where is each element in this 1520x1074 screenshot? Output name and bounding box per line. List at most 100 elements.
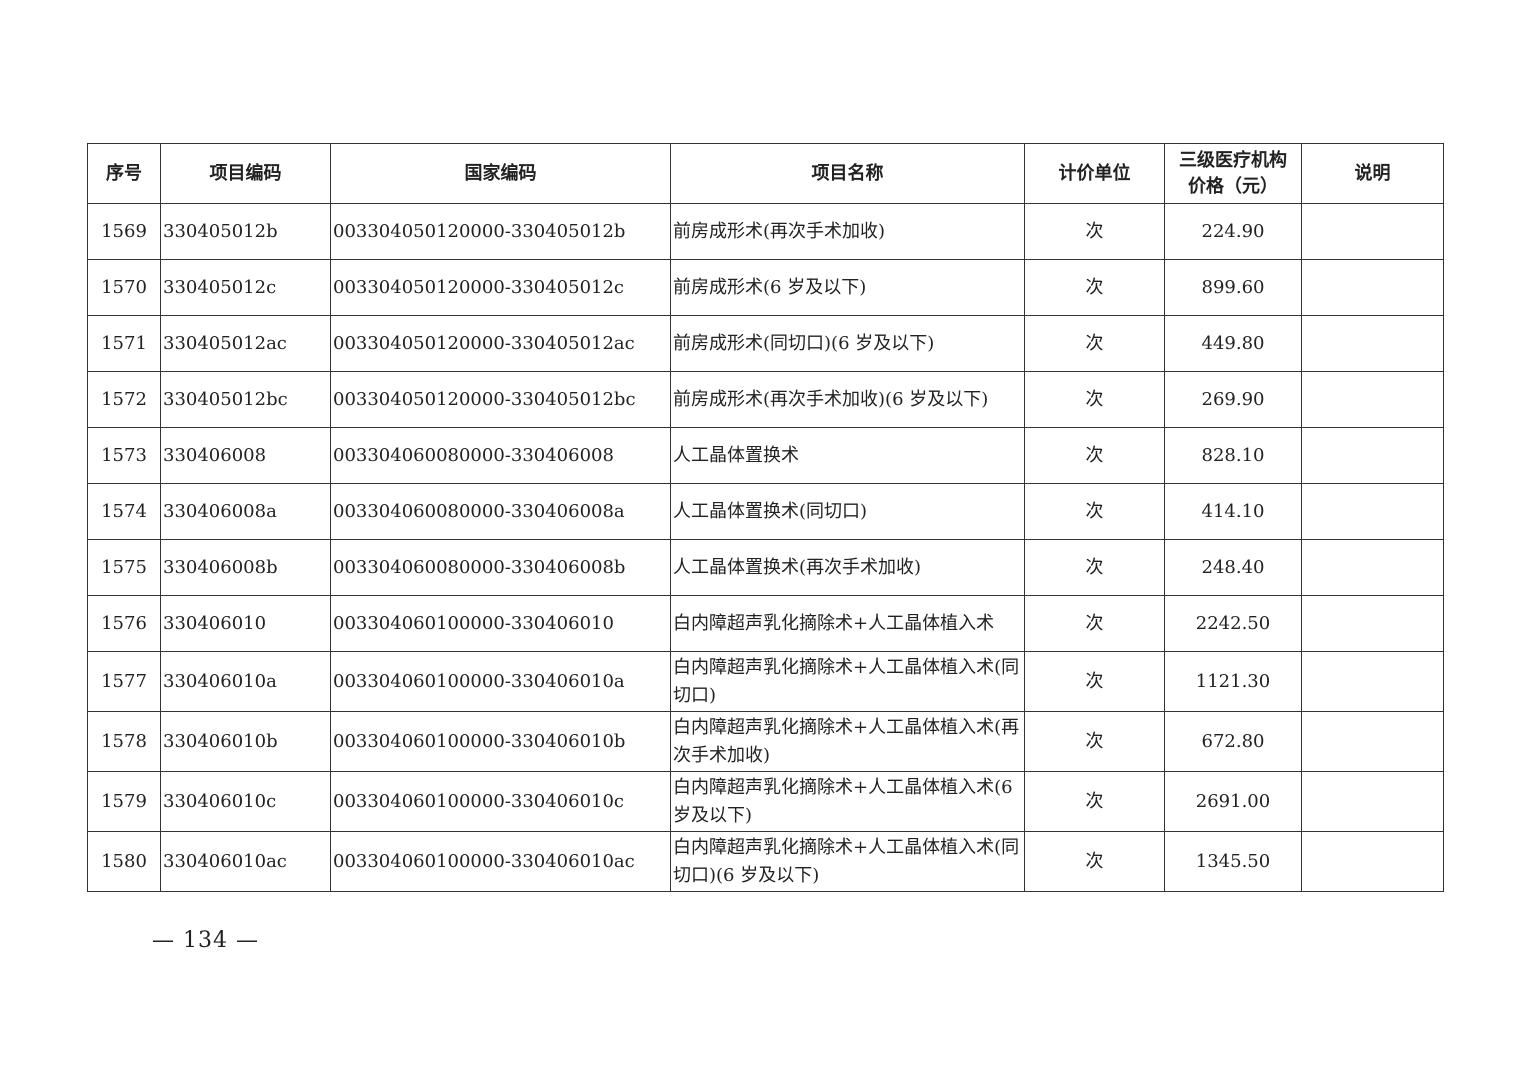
- cell-note: [1301, 203, 1444, 260]
- table-row: 1573 330406008 003304060080000-330406008 人工…: [87, 427, 1444, 484]
- cell-national-code: 003304060080000-330406008a: [330, 483, 671, 540]
- cell-note: [1301, 595, 1444, 652]
- cell-serial: 1570: [87, 259, 161, 316]
- cell-unit: 次: [1024, 259, 1165, 316]
- cell-national-code: 003304060100000-330406010ac: [330, 831, 671, 892]
- cell-unit: 次: [1024, 203, 1165, 260]
- cell-price: 1121.30: [1164, 651, 1302, 712]
- cell-serial: 1579: [87, 771, 161, 832]
- cell-national-code: 003304050120000-330405012ac: [330, 315, 671, 372]
- cell-serial: 1569: [87, 203, 161, 260]
- cell-price: 414.10: [1164, 483, 1302, 540]
- cell-price: 224.90: [1164, 203, 1302, 260]
- cell-item-code: 330406010a: [160, 651, 331, 712]
- cell-serial: 1573: [87, 427, 161, 484]
- cell-national-code: 003304060100000-330406010: [330, 595, 671, 652]
- header-item-name: 项目名称: [670, 143, 1025, 204]
- cell-item-code: 330406008a: [160, 483, 331, 540]
- cell-price: 2691.00: [1164, 771, 1302, 832]
- table-header-row: 序号 项目编码 国家编码 项目名称 计价单位 三级医疗机构 价格（元） 说明: [87, 143, 1444, 204]
- table-row: 1579 330406010c 003304060100000-330406010c…: [87, 771, 1444, 832]
- cell-serial: 1577: [87, 651, 161, 712]
- cell-item-code: 330405012b: [160, 203, 331, 260]
- cell-note: [1301, 483, 1444, 540]
- cell-national-code: 003304060100000-330406010a: [330, 651, 671, 712]
- cell-item-code: 330406008b: [160, 539, 331, 596]
- cell-item-name: 人工晶体置换术: [670, 427, 1025, 484]
- cell-price: 248.40: [1164, 539, 1302, 596]
- cell-price: 2242.50: [1164, 595, 1302, 652]
- cell-item-name: 白内障超声乳化摘除术+人工晶体植入术(再次手术加收): [670, 711, 1025, 772]
- table-row: 1580 330406010ac 003304060100000-330406010…: [87, 831, 1444, 892]
- table-row: 1571 330405012ac 003304050120000-330405012…: [87, 315, 1444, 372]
- cell-item-name: 前房成形术(6 岁及以下): [670, 259, 1025, 316]
- table-row: 1569 330405012b 003304050120000-330405012b…: [87, 203, 1444, 260]
- cell-serial: 1580: [87, 831, 161, 892]
- table-row: 1572 330405012bc 003304050120000-330405012…: [87, 371, 1444, 428]
- cell-item-name: 前房成形术(再次手术加收)(6 岁及以下): [670, 371, 1025, 428]
- cell-item-code: 330405012c: [160, 259, 331, 316]
- cell-national-code: 003304050120000-330405012bc: [330, 371, 671, 428]
- cell-note: [1301, 315, 1444, 372]
- table-row: 1577 330406010a 003304060100000-330406010a…: [87, 651, 1444, 712]
- cell-item-code: 330406010c: [160, 771, 331, 832]
- cell-item-code: 330405012bc: [160, 371, 331, 428]
- cell-note: [1301, 371, 1444, 428]
- table-row: 1570 330405012c 003304050120000-330405012c…: [87, 259, 1444, 316]
- cell-unit: 次: [1024, 595, 1165, 652]
- cell-item-name: 前房成形术(同切口)(6 岁及以下): [670, 315, 1025, 372]
- cell-national-code: 003304060080000-330406008: [330, 427, 671, 484]
- cell-item-code: 330406010ac: [160, 831, 331, 892]
- cell-item-name: 白内障超声乳化摘除术+人工晶体植入术(同切口): [670, 651, 1025, 712]
- cell-note: [1301, 651, 1444, 712]
- cell-price: 269.90: [1164, 371, 1302, 428]
- cell-unit: 次: [1024, 771, 1165, 832]
- cell-item-name: 白内障超声乳化摘除术+人工晶体植入术(6 岁及以下): [670, 771, 1025, 832]
- cell-item-name: 人工晶体置换术(再次手术加收): [670, 539, 1025, 596]
- cell-price: 899.60: [1164, 259, 1302, 316]
- cell-item-name: 白内障超声乳化摘除术+人工晶体植入术: [670, 595, 1025, 652]
- cell-price: 449.80: [1164, 315, 1302, 372]
- cell-item-code: 330405012ac: [160, 315, 331, 372]
- header-serial: 序号: [87, 143, 161, 204]
- cell-unit: 次: [1024, 539, 1165, 596]
- cell-unit: 次: [1024, 427, 1165, 484]
- table-row: 1576 330406010 003304060100000-330406010 白内…: [87, 595, 1444, 652]
- cell-price: 672.80: [1164, 711, 1302, 772]
- cell-national-code: 003304060080000-330406008b: [330, 539, 671, 596]
- cell-unit: 次: [1024, 483, 1165, 540]
- cell-note: [1301, 427, 1444, 484]
- cell-unit: 次: [1024, 651, 1165, 712]
- cell-serial: 1575: [87, 539, 161, 596]
- price-table: 序号 项目编码 国家编码 项目名称 计价单位 三级医疗机构 价格（元） 说明 15…: [87, 143, 1444, 892]
- cell-unit: 次: [1024, 315, 1165, 372]
- cell-national-code: 003304050120000-330405012c: [330, 259, 671, 316]
- cell-note: [1301, 259, 1444, 316]
- cell-item-name: 前房成形术(再次手术加收): [670, 203, 1025, 260]
- cell-item-name: 白内障超声乳化摘除术+人工晶体植入术(同切口)(6 岁及以下): [670, 831, 1025, 892]
- header-item-code: 项目编码: [160, 143, 331, 204]
- cell-item-code: 330406010: [160, 595, 331, 652]
- header-price-line2: 价格（元）: [1188, 175, 1278, 197]
- page-number: — 134 —: [152, 928, 259, 953]
- cell-note: [1301, 539, 1444, 596]
- header-price-line1: 三级医疗机构: [1179, 149, 1287, 171]
- cell-unit: 次: [1024, 831, 1165, 892]
- cell-unit: 次: [1024, 711, 1165, 772]
- header-price: 三级医疗机构 价格（元）: [1164, 143, 1302, 204]
- table-row: 1578 330406010b 003304060100000-330406010b…: [87, 711, 1444, 772]
- cell-item-name: 人工晶体置换术(同切口): [670, 483, 1025, 540]
- cell-item-code: 330406010b: [160, 711, 331, 772]
- header-national-code: 国家编码: [330, 143, 671, 204]
- cell-serial: 1578: [87, 711, 161, 772]
- header-note: 说明: [1301, 143, 1444, 204]
- cell-national-code: 003304060100000-330406010c: [330, 771, 671, 832]
- cell-note: [1301, 771, 1444, 832]
- cell-item-code: 330406008: [160, 427, 331, 484]
- cell-serial: 1574: [87, 483, 161, 540]
- cell-serial: 1572: [87, 371, 161, 428]
- cell-unit: 次: [1024, 371, 1165, 428]
- cell-price: 1345.50: [1164, 831, 1302, 892]
- header-unit: 计价单位: [1024, 143, 1165, 204]
- cell-note: [1301, 711, 1444, 772]
